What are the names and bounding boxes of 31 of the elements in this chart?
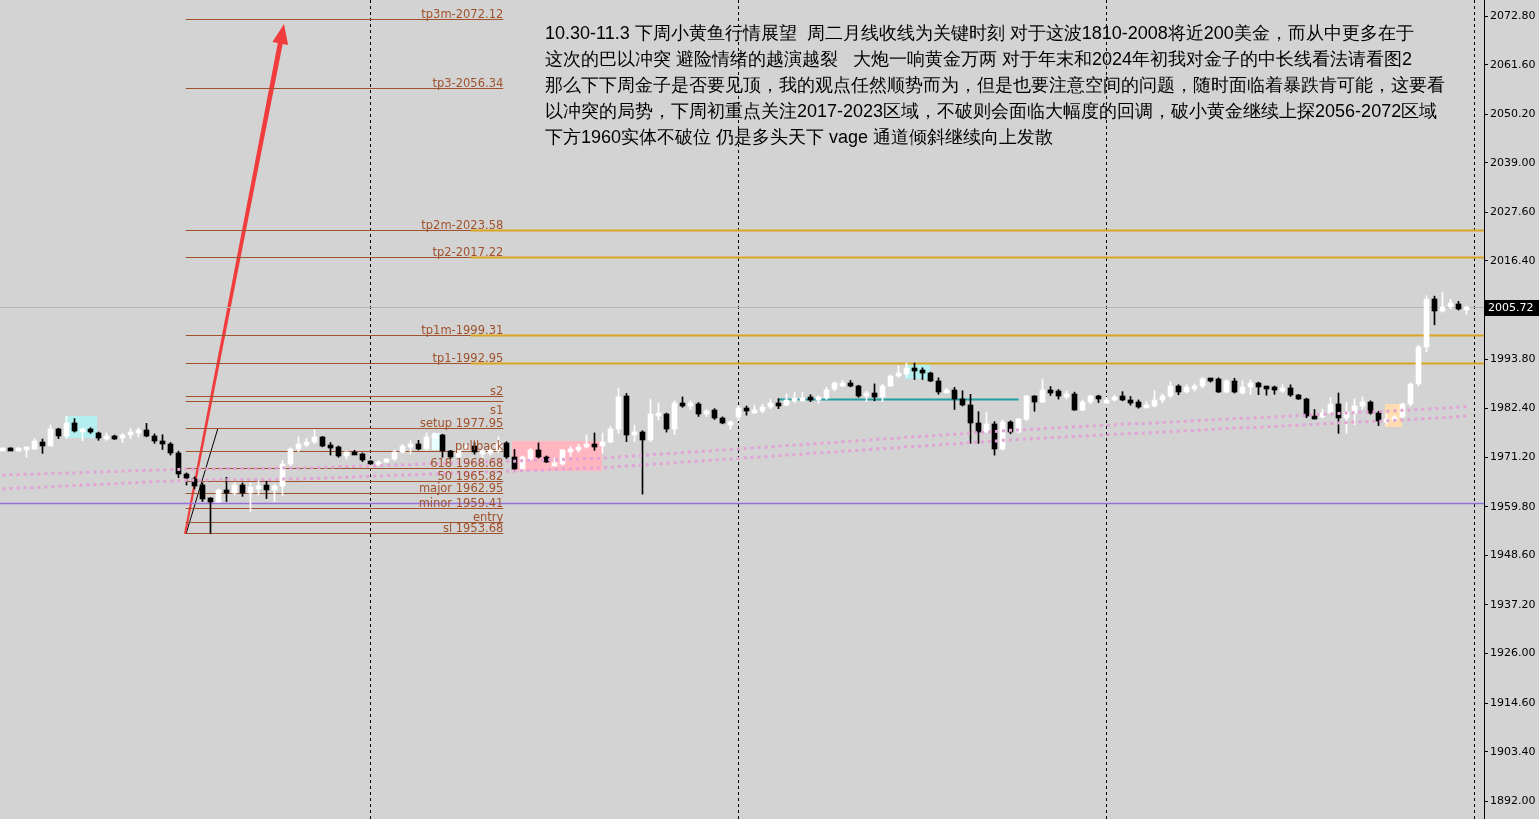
y-tick-label: 1971.20 bbox=[1490, 450, 1536, 464]
y-tick-label: 1926.00 bbox=[1490, 646, 1536, 660]
ref-line-label: tp1-1992.95 bbox=[432, 350, 504, 365]
ref-line-label: tp3-2056.34 bbox=[432, 75, 504, 90]
ref-line-label: tp2-2017.22 bbox=[432, 244, 504, 259]
ref-line-label: minor 1959.41 bbox=[418, 495, 504, 510]
ref-line-label: entry bbox=[472, 509, 504, 524]
y-tick-label: 2072.80 bbox=[1490, 8, 1536, 22]
y-tick-label: 1959.80 bbox=[1490, 499, 1536, 513]
y-tick-label: 1993.80 bbox=[1490, 351, 1536, 365]
ref-line-label: major 1962.95 bbox=[418, 480, 504, 495]
y-tick-label: 1948.60 bbox=[1490, 548, 1536, 562]
ref-line-label: s2 bbox=[489, 383, 504, 398]
ref-line-label: setup 1977.95 bbox=[419, 415, 504, 430]
y-tick-label: 2039.00 bbox=[1490, 155, 1536, 169]
y-tick-label: 2027.60 bbox=[1490, 205, 1536, 219]
y-tick-label: 1982.40 bbox=[1490, 401, 1536, 415]
y-tick-label: 1914.60 bbox=[1490, 695, 1536, 709]
y-tick-label: 1892.00 bbox=[1490, 794, 1536, 808]
y-tick-label: 1903.40 bbox=[1490, 744, 1536, 758]
ref-line-label: s1 bbox=[489, 402, 504, 417]
y-tick-label: 1937.20 bbox=[1490, 597, 1536, 611]
ref-line-label: 618 1968.68 bbox=[430, 455, 504, 470]
y-tick-label: 2050.20 bbox=[1490, 107, 1536, 121]
y-tick-label: 2061.60 bbox=[1490, 57, 1536, 71]
ref-line-label: 50 1965.82 bbox=[437, 468, 504, 483]
ref-line-label: tp3m-2072.12 bbox=[421, 6, 504, 21]
y-tick-label: 2016.40 bbox=[1490, 253, 1536, 267]
ref-line-label: tp2m-2023.58 bbox=[421, 217, 504, 232]
ref-line-label: 2005.72 bbox=[1488, 301, 1534, 315]
ref-line-label: tp1m-1999.31 bbox=[421, 322, 504, 337]
